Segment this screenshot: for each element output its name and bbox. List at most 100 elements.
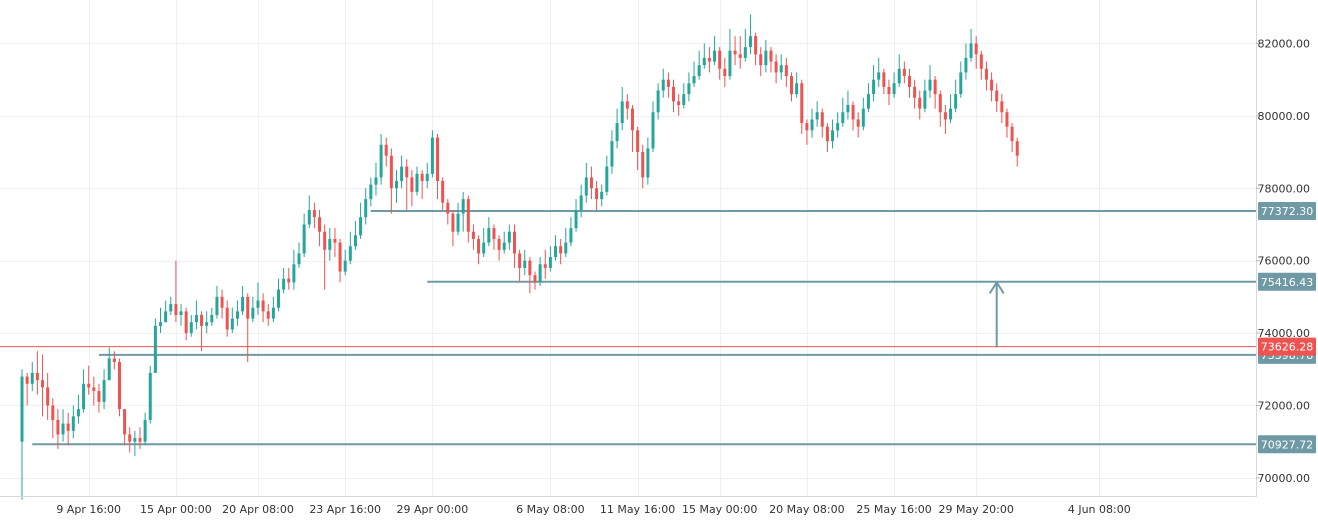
candle bbox=[702, 43, 706, 69]
candle-body bbox=[328, 238, 332, 250]
candle bbox=[189, 314, 193, 337]
current-price-label: 73626.28 bbox=[1258, 337, 1316, 356]
candle-body bbox=[748, 36, 752, 48]
candle-body bbox=[482, 242, 486, 254]
candle bbox=[677, 94, 681, 116]
candle-body bbox=[1000, 101, 1004, 113]
candle bbox=[579, 184, 583, 218]
candle-body bbox=[56, 419, 60, 435]
candle-body bbox=[1005, 112, 1009, 127]
y-tick-label: 82000.00 bbox=[1258, 37, 1311, 50]
candle bbox=[230, 307, 234, 334]
y-tick-label: 72000.00 bbox=[1258, 399, 1311, 412]
candle-body bbox=[41, 380, 45, 388]
candle bbox=[441, 177, 445, 210]
candle-body bbox=[589, 177, 593, 189]
candle bbox=[574, 199, 578, 232]
x-tick-label: 6 May 08:00 bbox=[516, 503, 584, 516]
candle-body bbox=[61, 423, 65, 435]
candle bbox=[477, 235, 481, 265]
candle-body bbox=[943, 112, 947, 120]
candle bbox=[415, 166, 419, 196]
candle bbox=[471, 224, 475, 250]
candle bbox=[728, 28, 732, 80]
candle bbox=[225, 300, 229, 337]
candle-body bbox=[46, 387, 50, 406]
candle bbox=[400, 155, 404, 189]
candle-body bbox=[815, 112, 819, 120]
candle-body bbox=[487, 228, 491, 243]
candle-body bbox=[471, 231, 475, 239]
candle bbox=[179, 304, 183, 326]
candle bbox=[872, 65, 876, 102]
candle-body bbox=[436, 137, 440, 182]
candle-body bbox=[897, 68, 901, 84]
candle bbox=[302, 213, 306, 258]
candle-body bbox=[600, 191, 604, 200]
candle-body bbox=[318, 217, 322, 232]
candle bbox=[605, 155, 609, 196]
x-tick-label: 29 Apr 00:00 bbox=[397, 503, 469, 516]
price-axis[interactable]: 70000.00 72000.00 74000.00 76000.00 78000.00… bbox=[1256, 37, 1311, 485]
candle-body bbox=[179, 311, 183, 315]
candle bbox=[630, 104, 634, 153]
candle bbox=[97, 383, 101, 413]
candle bbox=[538, 257, 542, 287]
candle-body bbox=[138, 438, 142, 442]
candle bbox=[682, 83, 686, 109]
candle-body bbox=[954, 94, 958, 109]
candle-body bbox=[841, 112, 845, 124]
candle-body bbox=[241, 296, 245, 312]
candle-body bbox=[625, 101, 629, 109]
candle-body bbox=[959, 72, 963, 95]
candle bbox=[754, 32, 758, 66]
candle bbox=[964, 43, 968, 80]
candle bbox=[235, 300, 239, 326]
level-price-label-text: 77372.30 bbox=[1261, 205, 1314, 218]
candle-body bbox=[441, 181, 445, 203]
candle-body bbox=[825, 126, 829, 142]
candle-body bbox=[518, 253, 522, 268]
candle bbox=[928, 65, 932, 98]
candle-body bbox=[861, 108, 865, 127]
candle bbox=[569, 217, 573, 247]
level-price-label: 75416.43 bbox=[1258, 272, 1316, 291]
candle-body bbox=[215, 296, 219, 315]
candle-body bbox=[661, 79, 665, 91]
candle-body bbox=[51, 405, 55, 420]
candle-body bbox=[713, 50, 717, 62]
time-axis[interactable]: 9 Apr 16:00 15 Apr 00:00 20 Apr 08:00 23 Ap… bbox=[56, 503, 1130, 516]
candle-body bbox=[430, 137, 434, 174]
candle-body bbox=[1010, 126, 1014, 142]
candle-body bbox=[235, 311, 239, 319]
level-price-label-background bbox=[1258, 435, 1316, 454]
candle-body bbox=[866, 94, 870, 109]
candle-body bbox=[123, 409, 127, 435]
candle-body bbox=[836, 123, 840, 131]
candle bbox=[318, 209, 322, 247]
candle bbox=[261, 293, 265, 323]
candle-body bbox=[477, 238, 481, 254]
candle bbox=[466, 195, 470, 243]
candle-body bbox=[702, 57, 706, 66]
candle bbox=[451, 209, 455, 247]
candle-body bbox=[148, 372, 152, 420]
candle-body bbox=[210, 314, 214, 323]
level-price-label-background bbox=[1258, 272, 1316, 291]
candle bbox=[1000, 94, 1004, 124]
candle-body bbox=[769, 50, 773, 62]
candle bbox=[620, 86, 624, 131]
candle bbox=[30, 362, 34, 392]
candle bbox=[323, 224, 327, 290]
candle bbox=[938, 90, 942, 127]
candle-body bbox=[569, 228, 573, 243]
candle bbox=[779, 54, 783, 80]
candle bbox=[328, 228, 332, 261]
candle bbox=[359, 202, 363, 239]
candle bbox=[969, 28, 973, 62]
candle bbox=[497, 235, 501, 261]
candle bbox=[1010, 123, 1014, 153]
candle bbox=[564, 228, 568, 258]
